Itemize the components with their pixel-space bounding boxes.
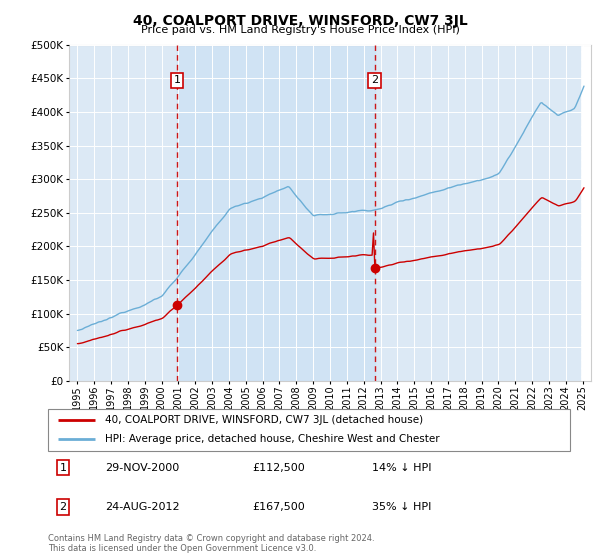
Bar — [177, 45, 374, 381]
Text: Price paid vs. HM Land Registry's House Price Index (HPI): Price paid vs. HM Land Registry's House … — [140, 25, 460, 35]
Text: 2: 2 — [59, 502, 67, 512]
Text: This data is licensed under the Open Government Licence v3.0.: This data is licensed under the Open Gov… — [48, 544, 316, 553]
Text: 2: 2 — [371, 76, 378, 86]
Text: 1: 1 — [59, 463, 67, 473]
Text: HPI: Average price, detached house, Cheshire West and Chester: HPI: Average price, detached house, Ches… — [106, 435, 440, 445]
Text: 14% ↓ HPI: 14% ↓ HPI — [372, 463, 431, 473]
Text: £167,500: £167,500 — [252, 502, 305, 512]
Text: 35% ↓ HPI: 35% ↓ HPI — [372, 502, 431, 512]
Text: £112,500: £112,500 — [252, 463, 305, 473]
Text: 40, COALPORT DRIVE, WINSFORD, CW7 3JL: 40, COALPORT DRIVE, WINSFORD, CW7 3JL — [133, 14, 467, 28]
Text: 1: 1 — [173, 76, 181, 86]
Text: Contains HM Land Registry data © Crown copyright and database right 2024.: Contains HM Land Registry data © Crown c… — [48, 534, 374, 543]
Bar — [581, 45, 591, 381]
Text: 24-AUG-2012: 24-AUG-2012 — [105, 502, 179, 512]
Text: 29-NOV-2000: 29-NOV-2000 — [105, 463, 179, 473]
Text: 40, COALPORT DRIVE, WINSFORD, CW7 3JL (detached house): 40, COALPORT DRIVE, WINSFORD, CW7 3JL (d… — [106, 415, 424, 425]
